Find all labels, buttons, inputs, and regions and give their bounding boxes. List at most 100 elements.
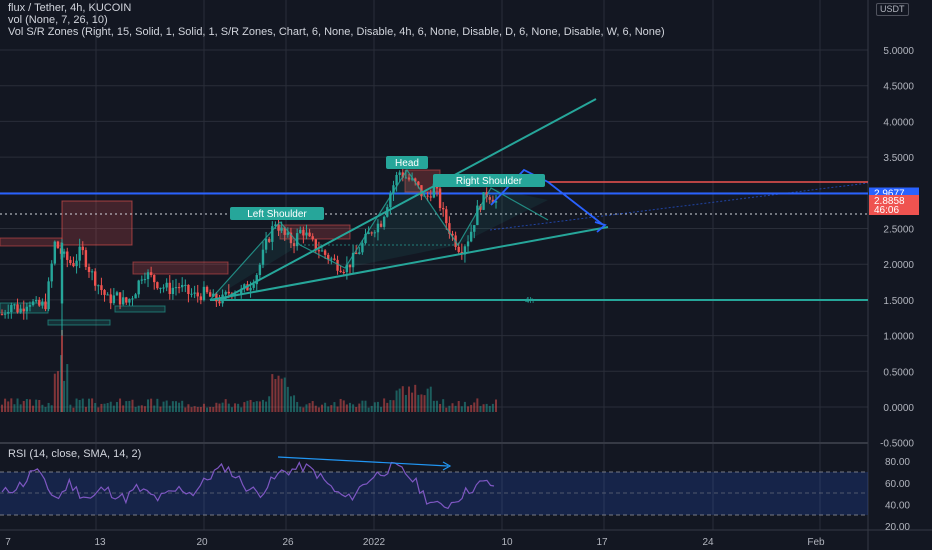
volume-bar	[181, 400, 184, 412]
candle	[311, 233, 314, 242]
volume-bar	[206, 407, 209, 412]
price-badge-label: 46:06	[874, 205, 899, 216]
candle	[286, 227, 290, 238]
volume-bar	[302, 407, 305, 412]
volume-bar	[417, 394, 420, 412]
candle	[10, 302, 13, 319]
candle	[146, 269, 150, 288]
volume-bar	[115, 402, 118, 412]
currency-button[interactable]: USDT	[876, 3, 909, 16]
rsi-pane[interactable]	[0, 456, 868, 516]
volume-bar	[202, 403, 205, 412]
volume-bar	[355, 406, 358, 412]
sr-zones-indicator-legend[interactable]: Vol S/R Zones (Right, 15, Solid, 1, Soli…	[8, 26, 665, 38]
volume-bar	[16, 398, 19, 412]
volume-bar	[271, 374, 274, 412]
time-tick-label: 2022	[363, 537, 386, 548]
candle	[202, 281, 206, 302]
candle	[121, 290, 125, 306]
candle	[441, 202, 445, 217]
candle	[28, 301, 32, 312]
volume-bar	[25, 399, 28, 412]
label-box	[230, 207, 324, 220]
volume-bar	[454, 405, 457, 412]
volume-bar	[423, 395, 426, 412]
head-and-shoulders-pattern[interactable]	[209, 168, 549, 301]
candle	[31, 299, 35, 307]
lower-trend-line[interactable]	[209, 226, 609, 301]
rsi-axis[interactable]: 80.00 60.00 40.00 20.00	[885, 457, 910, 533]
candle	[295, 228, 299, 251]
left-shoulder-label[interactable]: Left Shoulder	[230, 207, 324, 220]
candle	[261, 241, 265, 269]
price-tick-label: 2.5000	[883, 225, 914, 236]
time-axis[interactable]: 7 13 20 26 2022 10 17 24 Feb	[5, 537, 825, 548]
volume-bar	[171, 401, 174, 412]
volume-bar	[159, 406, 162, 412]
volume-bar	[345, 404, 348, 412]
vol-indicator-legend[interactable]: vol (None, 7, 26, 10)	[8, 14, 108, 26]
volume-bar	[392, 400, 395, 412]
candle	[190, 288, 193, 298]
volume-bar	[100, 403, 103, 412]
candle	[25, 302, 29, 320]
volume-bar	[277, 375, 280, 412]
price-tick-label: 4.0000	[883, 117, 914, 128]
volume-bar	[451, 403, 454, 412]
candle	[187, 284, 190, 303]
candle	[401, 167, 404, 182]
volume-bar	[187, 404, 190, 412]
volume-bar	[13, 404, 16, 412]
volume-bar	[274, 379, 277, 412]
volume-bar	[373, 402, 376, 412]
volume-bar	[119, 398, 122, 412]
candle	[264, 231, 268, 254]
volume-bar	[143, 406, 146, 412]
volume-bar	[286, 386, 289, 412]
candle	[339, 265, 342, 273]
volume-bar	[218, 403, 221, 412]
volume-bar	[442, 399, 445, 412]
volume-bar	[404, 394, 407, 412]
price-tick-label: 2.0000	[883, 260, 914, 271]
volume-bar	[280, 378, 283, 412]
volume-bar	[1, 404, 3, 412]
volume-bar	[408, 386, 411, 412]
candle	[56, 240, 60, 249]
candle	[128, 298, 131, 306]
right-shoulder-label[interactable]: Right Shoulder	[433, 174, 545, 187]
symbol-title[interactable]: flux / Tether, 4h, KUCOIN	[8, 2, 132, 14]
volume-bar	[22, 401, 25, 412]
upper-trend-line[interactable]	[221, 98, 597, 301]
volume-bar	[212, 407, 215, 412]
volume-bar	[317, 407, 320, 412]
volume-bar	[150, 398, 153, 412]
rsi-indicator-legend[interactable]: RSI (14, close, SMA, 14, 2)	[8, 448, 142, 460]
price-tick-label: 4.5000	[883, 82, 914, 93]
candle	[115, 290, 119, 296]
price-badge-box	[869, 195, 919, 206]
candle	[7, 304, 10, 319]
candle	[376, 219, 380, 241]
candle	[351, 245, 355, 274]
candle	[448, 216, 451, 239]
volume-bar	[439, 403, 442, 412]
volume-bar	[7, 401, 10, 412]
volume-bar	[125, 401, 128, 412]
volume-bar	[411, 392, 414, 412]
candle	[34, 296, 38, 304]
volume-bar	[168, 405, 171, 412]
candle	[327, 252, 330, 264]
rsi-divergence-line[interactable]	[277, 456, 449, 467]
volume-bar	[134, 406, 137, 412]
volume-bar	[10, 398, 13, 412]
price-badge-label: 2.8858	[874, 196, 905, 207]
volume-bar	[448, 405, 451, 412]
volume-bar	[258, 401, 261, 412]
volume-bar	[268, 396, 271, 412]
head-label[interactable]: Head	[386, 156, 428, 169]
volume-bar	[414, 384, 417, 412]
candle	[100, 277, 103, 296]
